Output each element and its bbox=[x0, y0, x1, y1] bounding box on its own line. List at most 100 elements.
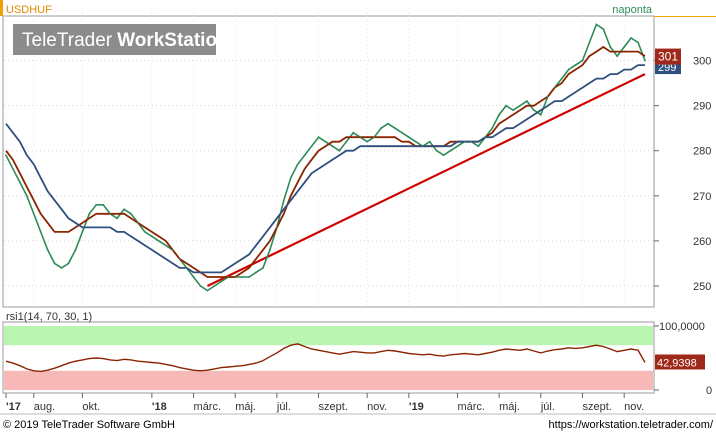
price-point bbox=[213, 285, 216, 287]
x-tick-label: szept. bbox=[582, 401, 611, 413]
price-point bbox=[539, 113, 542, 116]
rsi-tick-label: 100,0000 bbox=[659, 321, 705, 333]
x-tick-label: júl. bbox=[276, 401, 291, 413]
price-point bbox=[352, 131, 355, 134]
price-point bbox=[255, 271, 257, 274]
price-point bbox=[553, 86, 556, 89]
x-tick-label: '19 bbox=[409, 401, 424, 413]
price-point bbox=[588, 41, 591, 44]
price-point bbox=[421, 145, 424, 148]
price-point bbox=[442, 154, 445, 157]
price-point bbox=[53, 262, 56, 265]
price-point bbox=[269, 249, 271, 251]
price-point bbox=[144, 230, 146, 233]
price-tick-label: 290 bbox=[693, 101, 711, 113]
rsi-value-text: 42,9398 bbox=[657, 357, 697, 369]
x-tick-label: szept. bbox=[319, 401, 348, 413]
x-tick-label: máj. bbox=[499, 401, 520, 413]
price-point bbox=[532, 109, 535, 112]
x-tick-label: '18 bbox=[152, 401, 167, 413]
price-point bbox=[387, 122, 389, 125]
price-point bbox=[345, 140, 348, 143]
price-tick-label: 280 bbox=[693, 146, 711, 158]
x-tick-label: nov. bbox=[367, 401, 387, 413]
price-point bbox=[109, 212, 112, 215]
price-value-badge bbox=[655, 48, 681, 65]
price-point bbox=[519, 104, 521, 107]
price-point bbox=[338, 149, 341, 152]
price-point bbox=[171, 249, 174, 251]
price-point bbox=[484, 136, 487, 139]
price-point bbox=[137, 221, 139, 224]
price-point bbox=[46, 249, 49, 251]
price-point bbox=[317, 136, 320, 139]
x-tick-label: márc. bbox=[194, 401, 222, 413]
price-point bbox=[401, 131, 403, 134]
price-point bbox=[178, 258, 181, 260]
price-point bbox=[644, 59, 646, 62]
price-point bbox=[289, 176, 292, 179]
footer-copyright: © 2019 TeleTrader Software GmbH bbox=[3, 419, 175, 431]
x-tick-label: máj. bbox=[235, 401, 256, 413]
x-tick-label: aug. bbox=[34, 401, 55, 413]
price-point bbox=[296, 163, 299, 166]
rsi-value-badge bbox=[655, 354, 705, 370]
price-point bbox=[331, 145, 334, 148]
price-point bbox=[373, 136, 376, 139]
price-point bbox=[456, 145, 459, 148]
price-point bbox=[25, 194, 28, 197]
price-point bbox=[470, 140, 473, 143]
price-point bbox=[116, 217, 119, 220]
axis-accent-line bbox=[654, 16, 716, 17]
price-tick-label: 250 bbox=[693, 281, 711, 293]
price-point bbox=[359, 136, 362, 139]
logo-part1: TeleTrader bbox=[22, 30, 113, 51]
price-point bbox=[477, 145, 480, 148]
price-point bbox=[248, 276, 250, 278]
price-point bbox=[366, 140, 369, 143]
x-axis: '17 aug. okt. '18 márc. máj. júl. szept. nov. '19… bbox=[5, 393, 644, 413]
price-point bbox=[282, 199, 285, 202]
period-label: naponta bbox=[612, 4, 653, 16]
price-point bbox=[609, 46, 612, 48]
price-point bbox=[546, 95, 549, 98]
price-point bbox=[157, 239, 160, 242]
price-point bbox=[637, 41, 639, 44]
price-point bbox=[123, 208, 125, 211]
rsi-title: rsi1(14, 70, 30, 1) bbox=[6, 311, 92, 323]
price-point bbox=[602, 28, 605, 30]
price-point bbox=[32, 212, 35, 215]
price-point bbox=[18, 181, 21, 184]
rsi-tick-label: 0 bbox=[706, 385, 712, 397]
x-tick-label: '17 bbox=[6, 401, 21, 413]
price-point bbox=[234, 276, 237, 278]
price-point bbox=[185, 267, 188, 269]
price-point bbox=[595, 23, 598, 26]
series-ma_short bbox=[5, 45, 646, 278]
price-point bbox=[449, 149, 452, 152]
logo-text: TeleTrader WorkStation bbox=[22, 30, 229, 51]
price-point bbox=[414, 140, 417, 143]
price-point bbox=[526, 100, 528, 103]
price-point bbox=[560, 77, 563, 80]
price-tick-label: 270 bbox=[693, 191, 711, 203]
price-point bbox=[581, 59, 584, 62]
trendline bbox=[206, 73, 646, 287]
price-point bbox=[567, 68, 570, 71]
rsi-oversold-band bbox=[4, 370, 653, 390]
price-point bbox=[39, 230, 42, 233]
price-point bbox=[463, 140, 466, 143]
price-point bbox=[199, 285, 202, 287]
rsi-bands bbox=[4, 326, 653, 390]
price-point bbox=[505, 104, 507, 107]
price-point bbox=[310, 145, 313, 148]
price-point bbox=[512, 109, 514, 112]
price-point bbox=[12, 167, 14, 170]
footer-url[interactable]: https://workstation.teletrader.com/ bbox=[549, 419, 714, 431]
price-point bbox=[394, 127, 396, 130]
price-point bbox=[630, 37, 633, 39]
ma-value-text: 299 bbox=[658, 62, 676, 74]
